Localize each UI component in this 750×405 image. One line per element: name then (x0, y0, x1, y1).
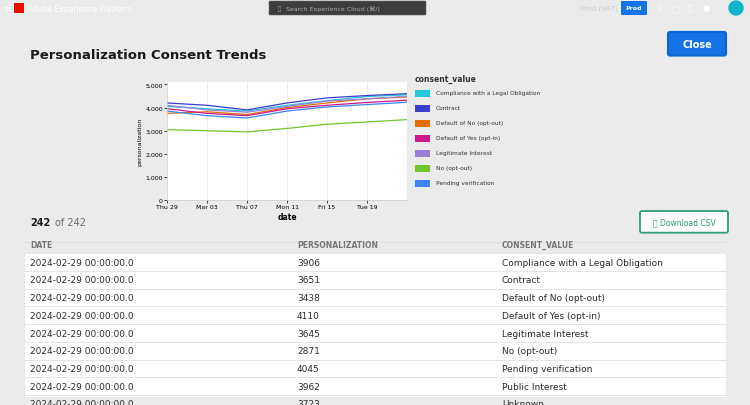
Text: Adobe Experience Platform: Adobe Experience Platform (28, 4, 132, 13)
Text: 2024-02-29 00:00:00.0: 2024-02-29 00:00:00.0 (30, 311, 134, 320)
X-axis label: date: date (278, 213, 297, 222)
Bar (24, 324, 726, 342)
Text: Default of Yes (opt-in): Default of Yes (opt-in) (502, 311, 601, 320)
FancyBboxPatch shape (668, 33, 726, 56)
Text: 3723: 3723 (297, 399, 320, 405)
Text: Default of No (opt-out): Default of No (opt-out) (502, 293, 605, 303)
Text: ⠿: ⠿ (657, 4, 663, 13)
Text: Close: Close (682, 40, 712, 50)
Text: Prod (VA7): Prod (VA7) (581, 6, 618, 12)
Text: ●: ● (702, 4, 709, 13)
Text: ≡: ≡ (4, 4, 12, 14)
Bar (24, 377, 726, 395)
Bar (415, 121, 430, 128)
Text: Search Experience Cloud (⌘/): Search Experience Cloud (⌘/) (286, 6, 380, 12)
Text: Contract: Contract (436, 106, 461, 111)
Text: 3651: 3651 (297, 276, 320, 285)
Text: 2024-02-29 00:00:00.0: 2024-02-29 00:00:00.0 (30, 258, 134, 267)
Text: Unknown: Unknown (502, 399, 544, 405)
Text: 242: 242 (30, 217, 50, 227)
Text: PERSONALIZATION: PERSONALIZATION (297, 240, 378, 249)
Text: 🔍: 🔍 (278, 6, 281, 12)
Text: 3906: 3906 (297, 258, 320, 267)
Text: CONSENT_VALUE: CONSENT_VALUE (502, 240, 574, 249)
Text: ⤓ Download CSV: ⤓ Download CSV (652, 218, 716, 227)
FancyBboxPatch shape (621, 2, 647, 16)
Text: Personalization Consent Trends: Personalization Consent Trends (30, 49, 266, 62)
Circle shape (729, 2, 743, 16)
FancyBboxPatch shape (269, 2, 426, 16)
Text: 3438: 3438 (297, 293, 320, 303)
Text: Default of No (opt-out): Default of No (opt-out) (436, 121, 503, 126)
Text: Compliance with a Legal Obligation: Compliance with a Legal Obligation (436, 91, 540, 96)
Bar (24, 342, 726, 360)
Text: Compliance with a Legal Obligation: Compliance with a Legal Obligation (502, 258, 663, 267)
Text: 2024-02-29 00:00:00.0: 2024-02-29 00:00:00.0 (30, 399, 134, 405)
Text: Prod: Prod (626, 6, 642, 11)
Text: Pending verification: Pending verification (436, 181, 494, 186)
Text: 4110: 4110 (297, 311, 320, 320)
Text: Pending verification: Pending verification (502, 364, 592, 373)
Bar (415, 106, 430, 113)
Text: consent_value: consent_value (415, 75, 476, 84)
Bar (415, 166, 430, 173)
Text: 2024-02-29 00:00:00.0: 2024-02-29 00:00:00.0 (30, 293, 134, 303)
Bar (24, 307, 726, 324)
Text: of 242: of 242 (55, 217, 86, 227)
Text: 2024-02-29 00:00:00.0: 2024-02-29 00:00:00.0 (30, 364, 134, 373)
Text: 2024-02-29 00:00:00.0: 2024-02-29 00:00:00.0 (30, 382, 134, 391)
Text: 2024-02-29 00:00:00.0: 2024-02-29 00:00:00.0 (30, 276, 134, 285)
Text: 3645: 3645 (297, 329, 320, 338)
Text: Legitimate Interest: Legitimate Interest (436, 151, 492, 156)
Text: No (opt-out): No (opt-out) (436, 166, 472, 171)
Text: 4045: 4045 (297, 364, 320, 373)
Text: 2024-02-29 00:00:00.0: 2024-02-29 00:00:00.0 (30, 346, 134, 355)
Text: 2024-02-29 00:00:00.0: 2024-02-29 00:00:00.0 (30, 329, 134, 338)
Bar (24, 395, 726, 405)
FancyBboxPatch shape (640, 211, 728, 233)
Text: No (opt-out): No (opt-out) (502, 346, 557, 355)
Text: Public Interest: Public Interest (502, 382, 567, 391)
Text: Default of Yes (opt-in): Default of Yes (opt-in) (436, 136, 500, 141)
Y-axis label: personalization: personalization (137, 118, 142, 166)
Bar (24, 289, 726, 307)
Bar (415, 181, 430, 188)
Bar (24, 254, 726, 271)
Text: Contract: Contract (502, 276, 541, 285)
Bar (415, 151, 430, 158)
Text: 2871: 2871 (297, 346, 320, 355)
Text: DATE: DATE (30, 240, 52, 249)
Text: 3962: 3962 (297, 382, 320, 391)
Bar (415, 136, 430, 143)
Bar (415, 91, 430, 98)
Bar (14, 4, 24, 14)
Text: 🔔: 🔔 (688, 4, 692, 13)
Text: Legitimate Interest: Legitimate Interest (502, 329, 589, 338)
Bar (24, 360, 726, 377)
Text: ◯: ◯ (670, 4, 680, 13)
Bar (24, 271, 726, 289)
